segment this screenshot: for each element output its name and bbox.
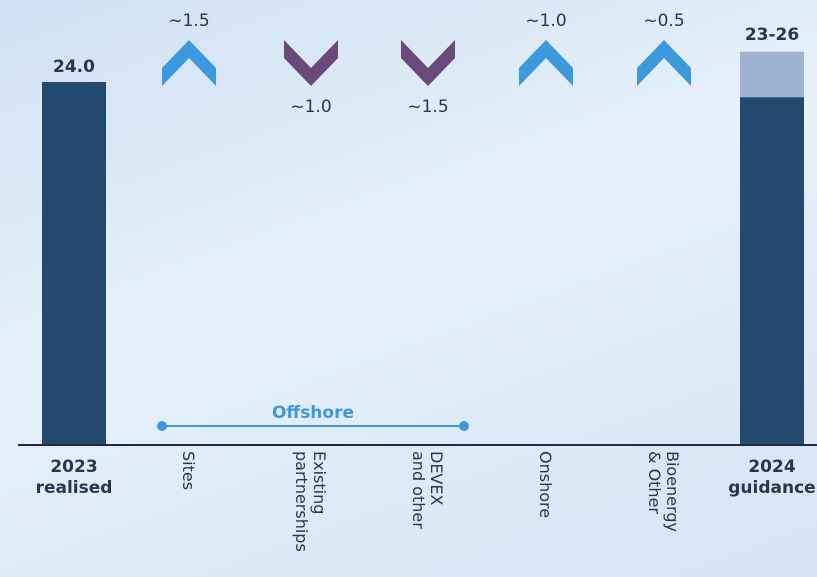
change-label-4: ~1.0 [525, 11, 566, 31]
category-label-2023-realised-line-2: realised [36, 478, 113, 498]
category-label-devex-and-other-line-1: DEVEX [427, 451, 446, 505]
increase-chevron-5 [637, 40, 691, 86]
offshore-bracket-end-dot [459, 421, 469, 431]
category-label-onshore-line-1: Onshore [536, 451, 555, 518]
value-label-2024: 23-26 [745, 25, 799, 45]
category-label-2023-realised-line-1: 2023 [50, 457, 97, 477]
category-label-2024-guidance-line-1: 2024 [748, 457, 795, 477]
category-label-bioenergy-other-line-1: Bioenergy [663, 451, 682, 532]
category-label-sites-line-1: Sites [179, 451, 198, 490]
category-label-existing-partnerships-line-2: partnerships [292, 451, 311, 552]
bar-2023-realised [42, 82, 106, 445]
decrease-chevron-2 [284, 40, 338, 86]
bar-2024-guidance-range [740, 51, 804, 98]
decrease-chevron-3 [401, 40, 455, 86]
value-label-2023: 24.0 [53, 57, 95, 77]
change-label-1: ~1.5 [168, 11, 209, 31]
offshore-bracket-start-dot [157, 421, 167, 431]
change-label-3: ~1.5 [407, 97, 448, 117]
category-label-bioenergy-other-line-2: & Other [645, 451, 664, 514]
increase-chevron-1 [162, 40, 216, 86]
offshore-group-label: Offshore [272, 403, 354, 423]
bar-2024-guidance-base [740, 97, 804, 445]
change-label-2: ~1.0 [290, 97, 331, 117]
category-label-existing-partnerships-line-1: Existing [310, 451, 329, 514]
increase-chevron-4 [519, 40, 573, 86]
change-label-5: ~0.5 [643, 11, 684, 31]
category-label-2024-guidance-line-2: guidance [728, 478, 815, 498]
category-label-devex-and-other-line-2: and other [409, 451, 428, 529]
